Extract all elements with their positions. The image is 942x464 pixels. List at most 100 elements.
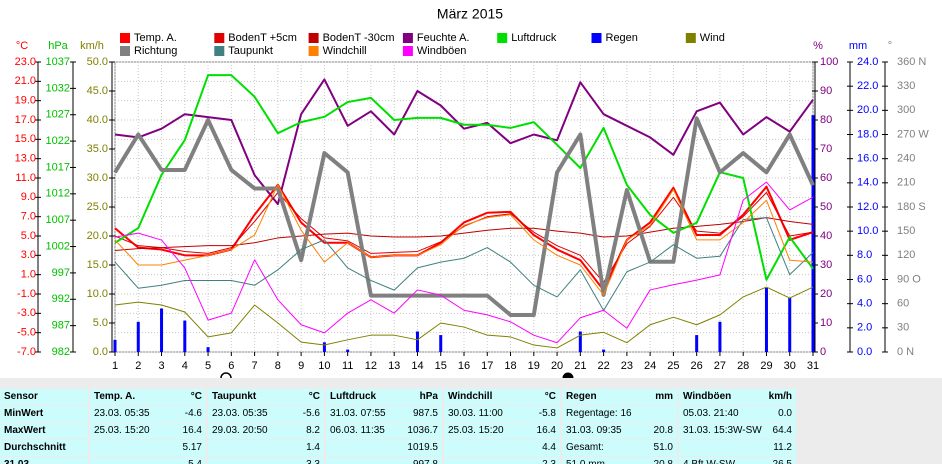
- x-tick-label: 12: [365, 360, 377, 372]
- stat-cell: Regentage: 16: [562, 406, 677, 422]
- x-tick-label: 13: [388, 360, 400, 372]
- column-unit: km/h: [768, 391, 792, 402]
- y-tick-label: 10.0: [87, 288, 108, 300]
- stat-value: 987.5: [412, 408, 438, 419]
- x-tick-label: 27: [714, 360, 726, 372]
- stat-value: 16.4: [182, 425, 202, 436]
- y-tick-label: 0.0: [857, 346, 872, 358]
- column-unit: hPa: [419, 391, 438, 402]
- y-tick-label: 12.0: [857, 201, 878, 213]
- legend-label: Feuchte A.: [417, 32, 470, 44]
- legend-marker: [120, 46, 130, 56]
- x-tick-label: 21: [574, 360, 586, 372]
- y-tick-label: 15.0: [15, 133, 36, 145]
- row-name: 31.03.: [4, 457, 32, 464]
- y-tick-label: 8.0: [857, 249, 872, 261]
- header-cell: Windchill °C: [444, 389, 560, 405]
- legend-marker: [685, 33, 696, 43]
- y-tick-label: 992: [52, 293, 70, 305]
- y-tick-label: 3.0: [21, 249, 36, 261]
- series-line: [114, 78, 814, 206]
- row-name-cell: MinWert: [0, 406, 88, 422]
- stat-value: 51.0: [653, 442, 673, 453]
- y-tick-label: 100: [820, 56, 838, 68]
- x-tick-label: 8: [275, 360, 281, 372]
- stat-value: -4.6: [184, 408, 202, 419]
- stat-label: 30.03. 11:00: [448, 408, 503, 419]
- x-tick-label: 4: [182, 360, 188, 372]
- y-tick-label: -1.0: [17, 288, 36, 300]
- y-tick-label: 14.0: [857, 177, 878, 189]
- stat-value: 26.5: [773, 457, 792, 464]
- header-cell: Windböen km/h: [679, 389, 796, 405]
- rain-bar: [578, 331, 582, 352]
- x-tick-label: 28: [737, 360, 749, 372]
- y-tick-label: -5.0: [17, 327, 36, 339]
- y-tick-label: 40: [820, 230, 832, 242]
- stat-cell: 31.03. 07:55 987.5: [326, 406, 442, 422]
- y-tick-label: 20: [820, 288, 832, 300]
- stat-value: 20.8: [653, 425, 673, 436]
- stat-value: 64.4: [772, 425, 792, 436]
- row-name: MinWert: [4, 408, 44, 419]
- legend-marker: [214, 33, 225, 43]
- axis-title: %: [813, 40, 823, 52]
- rain-bar: [764, 287, 768, 352]
- y-tick-label: 25.0: [87, 201, 108, 213]
- y-tick-label: 40.0: [87, 114, 108, 126]
- rain-bar: [788, 297, 792, 352]
- x-tick-label: 6: [228, 360, 234, 372]
- row-name: MaxWert: [4, 425, 46, 436]
- header-cell: Luftdruck hPa: [326, 389, 442, 405]
- stat-label: 4 Bft W-SW: [683, 457, 735, 464]
- y-tick-label: 5.0: [93, 317, 108, 329]
- rain-bar: [136, 321, 140, 352]
- axis-title: °: [888, 40, 892, 52]
- rain-bar: [602, 349, 606, 352]
- y-tick-label: 5.0: [21, 230, 36, 242]
- legend-marker: [120, 33, 130, 43]
- stat-value: 16.4: [536, 425, 556, 436]
- axis-title: hPa: [48, 40, 68, 52]
- x-tick-label: 25: [667, 360, 679, 372]
- y-tick-label: 50: [820, 201, 832, 213]
- x-tick-label: 15: [435, 360, 447, 372]
- column-name: Windböen: [683, 391, 732, 402]
- stat-value: 2.3: [542, 457, 556, 464]
- y-tick-label: 16.0: [857, 153, 878, 165]
- stat-value: 3.3: [306, 457, 320, 464]
- x-tick-label: 31: [807, 360, 819, 372]
- x-tick-label: 16: [458, 360, 470, 372]
- stat-cell: 4.4: [444, 440, 560, 456]
- stat-cell: 30.03. 11:00 -5.8: [444, 406, 560, 422]
- legend-marker: [214, 46, 225, 56]
- legend-label: Luftdruck: [511, 32, 557, 44]
- y-tick-label: 9.0: [21, 191, 36, 203]
- x-tick-label: 14: [411, 360, 423, 372]
- stat-cell: 4 Bft W-SW 26.5: [679, 457, 796, 464]
- stat-cell: 25.03. 15:20 16.4: [90, 423, 206, 439]
- y-tick-label: 6.0: [857, 273, 872, 285]
- x-tick-label: 23: [621, 360, 633, 372]
- y-tick-label: 1012: [46, 188, 70, 200]
- x-tick-label: 18: [504, 360, 516, 372]
- legend-marker: [402, 46, 413, 56]
- header-cell: Regen mm: [562, 389, 677, 405]
- stat-value: 1.4: [306, 442, 320, 453]
- stat-value: 8.2: [306, 425, 320, 436]
- series-line: [114, 286, 814, 349]
- series-line: [114, 184, 814, 296]
- y-tick-label: -7.0: [17, 346, 36, 358]
- y-tick-label: 19.0: [15, 95, 36, 107]
- x-tick-label: 29: [760, 360, 772, 372]
- x-tick-label: 11: [342, 360, 353, 372]
- stat-cell: 5.4: [90, 457, 206, 464]
- y-tick-label: 35.0: [87, 143, 108, 155]
- x-tick-label: 5: [205, 360, 211, 372]
- y-tick-label: 60: [897, 298, 909, 310]
- stat-value: 11.2: [773, 442, 792, 453]
- stat-label: 51.0 mm: [566, 457, 605, 464]
- legend-label: BodenT +5cm: [228, 32, 297, 44]
- x-tick-label: 20: [551, 360, 563, 372]
- stat-cell: 3.3: [208, 457, 324, 464]
